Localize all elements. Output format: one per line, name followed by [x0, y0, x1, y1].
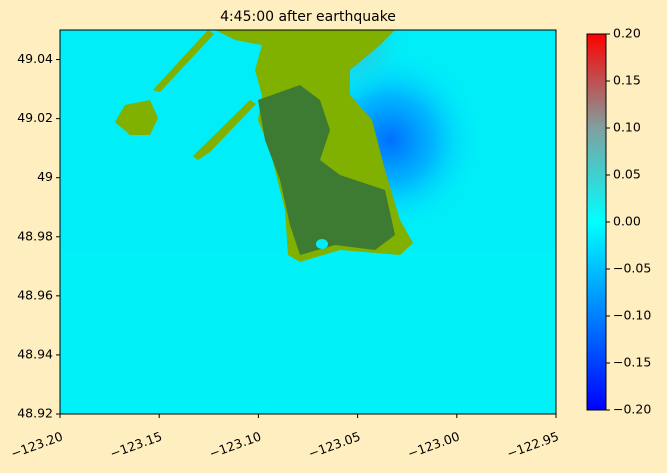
colorbar-tick-label: −0.05: [613, 261, 651, 276]
x-tick-label: −122.95: [505, 428, 561, 461]
colorbar-tick-label: 0.05: [613, 167, 641, 182]
heatmap-image: [60, 30, 556, 414]
y-tick-label: 48.96: [17, 287, 53, 302]
colorbar-tick-label: −0.10: [613, 308, 651, 323]
y-tick-label: 48.94: [17, 346, 53, 361]
colorbar-tick-label: 0.10: [613, 120, 641, 135]
y-tick-label: 48.92: [17, 406, 53, 421]
y-tick-label: 49.04: [17, 51, 53, 66]
x-tick-label: −123.10: [207, 428, 263, 461]
colorbar-tick-label: 0.15: [613, 73, 641, 88]
x-tick-label: −123.05: [306, 428, 362, 461]
x-tick-label: −123.00: [406, 428, 462, 461]
chart-title: 4:45:00 after earthquake: [220, 9, 396, 25]
x-tick-label: −123.20: [9, 428, 65, 461]
axes-frame: [59, 29, 557, 415]
y-tick-label: 48.98: [17, 228, 53, 243]
colorbar-tick-label: −0.15: [613, 355, 651, 370]
colorbar-tick-label: 0.20: [613, 26, 641, 41]
colorbar-tick-label: −0.20: [613, 402, 651, 417]
y-tick-label: 49: [37, 169, 53, 184]
x-tick-label: −123.15: [108, 428, 164, 461]
colorbar-tick-label: 0.00: [613, 214, 641, 229]
y-tick-label: 49.02: [17, 110, 53, 125]
colorbar: [586, 33, 607, 411]
